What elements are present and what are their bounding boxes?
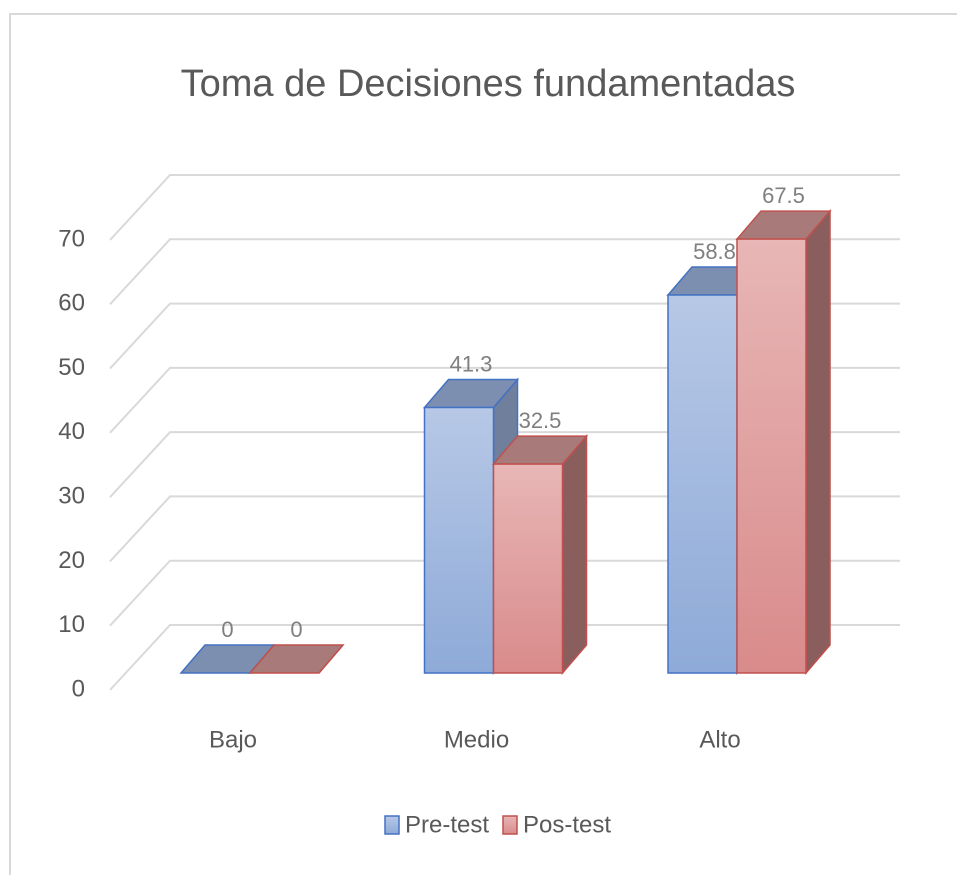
bar: [667, 294, 738, 674]
y-tick-label: 70: [58, 225, 85, 252]
data-label: 41.3: [450, 351, 493, 376]
bar-side: [805, 209, 831, 676]
x-tick-label: Medio: [444, 726, 509, 753]
data-label: 0: [221, 617, 233, 642]
grid-line: [109, 495, 900, 563]
y-tick-label: 30: [58, 482, 85, 509]
grid-line: [109, 174, 900, 241]
y-tick-label: 20: [58, 547, 85, 574]
legend-swatch: [502, 815, 518, 835]
grid-line: [109, 559, 900, 627]
y-tick-label: 50: [58, 354, 85, 381]
legend-label: Pos-test: [523, 811, 611, 838]
bar-side: [561, 434, 588, 676]
grid-line: [109, 366, 900, 434]
bar-top: [248, 644, 345, 674]
data-label: 67.5: [762, 183, 805, 208]
chart-title: Toma de Decisiones fundamentadas: [181, 63, 796, 105]
grid-line: [109, 431, 900, 498]
x-tick-label: Alto: [699, 726, 740, 753]
bar: [492, 463, 564, 674]
bar: [736, 238, 807, 674]
legend-swatch: [384, 815, 400, 835]
chart-border: [9, 13, 957, 875]
bar: [423, 406, 495, 674]
y-tick-label: 0: [72, 675, 85, 702]
grid-line: [109, 624, 900, 691]
grid-line: [109, 238, 900, 305]
legend-label: Pre-test: [405, 811, 489, 838]
y-tick-label: 40: [58, 418, 85, 445]
data-label: 32.5: [519, 408, 562, 433]
y-tick-label: 10: [58, 611, 85, 638]
x-tick-label: Bajo: [209, 726, 257, 753]
y-tick-label: 60: [58, 290, 85, 317]
data-label: 58.8: [693, 239, 736, 264]
data-label: 0: [290, 617, 302, 642]
grid-line: [109, 302, 900, 370]
